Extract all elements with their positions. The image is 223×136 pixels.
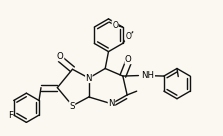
Text: O: O <box>57 52 64 61</box>
Text: F: F <box>8 111 13 120</box>
Text: O: O <box>125 32 131 41</box>
Text: N: N <box>108 99 115 108</box>
Text: S: S <box>69 102 75 111</box>
Text: O: O <box>125 55 132 64</box>
Text: O: O <box>112 21 118 30</box>
Text: N: N <box>86 74 92 83</box>
Text: NH: NH <box>141 71 155 80</box>
